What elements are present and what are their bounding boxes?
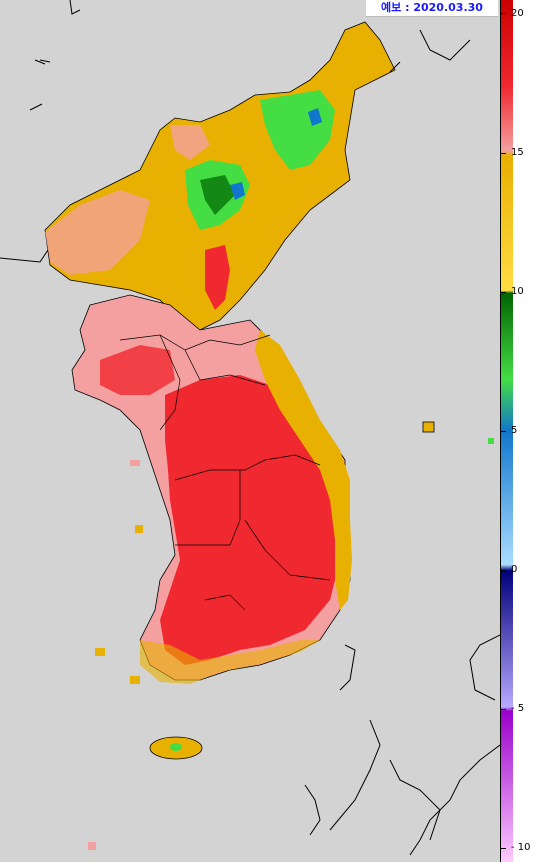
far-islands <box>88 842 96 850</box>
ulleung-island <box>422 421 435 433</box>
north-border <box>39 29 471 73</box>
east-coast-yellow <box>255 330 352 610</box>
legend-tick-15: 15 <box>511 147 524 158</box>
china-coastline <box>0 0 81 263</box>
legend-tick-mark-20 <box>500 13 506 14</box>
legend-tick-20: 20 <box>511 8 524 19</box>
west-islands-2 <box>130 460 140 466</box>
north-pink-area <box>45 190 150 275</box>
legend-tick-mark-15 <box>500 153 506 154</box>
legend-tick-0: 0 <box>511 564 518 575</box>
highland-dark-green <box>200 175 235 215</box>
province-borders <box>119 334 331 611</box>
legend-tick-mark-5 <box>500 431 506 432</box>
legend-tick-mark-minus10 <box>500 848 506 849</box>
japan-coastline <box>304 634 500 856</box>
south-coast-yellow <box>140 640 320 684</box>
legend-tick-10: 10 <box>511 286 524 297</box>
legend-tick-mark-10 <box>500 292 506 293</box>
north-red-corridor <box>205 245 230 310</box>
temperature-map-panel: 예보 : 2020.03.30 <box>0 0 500 862</box>
west-red-area <box>100 345 175 395</box>
forecast-date-label: 예보 : 2020.03.30 <box>366 0 498 17</box>
legend-tick-mark-minus5 <box>500 709 506 710</box>
korea-temperature-map <box>0 0 500 856</box>
northeast-pink-area <box>170 125 210 160</box>
southwest-islands-2 <box>130 676 140 684</box>
legend-tick-minus10: - 10 <box>511 842 531 853</box>
legend-tick-5: 5 <box>511 425 518 436</box>
dokdo-island <box>488 438 494 444</box>
jeju-peak <box>170 743 182 751</box>
west-islands <box>135 525 143 533</box>
legend-tick-mark-0 <box>500 570 506 571</box>
south-red-core <box>160 375 340 665</box>
legend-tick-minus5: - 5 <box>511 703 525 714</box>
southwest-islands <box>95 648 105 656</box>
highland-blue-spot-2 <box>308 108 322 126</box>
highland-blue-spot <box>230 182 245 200</box>
